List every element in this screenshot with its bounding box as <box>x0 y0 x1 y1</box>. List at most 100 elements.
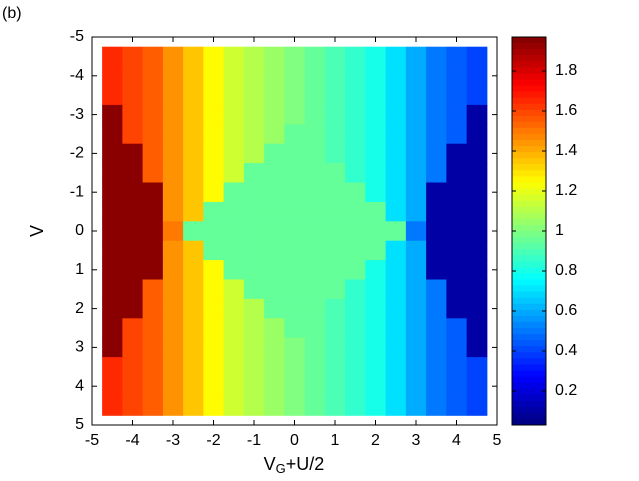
heat-cell <box>223 85 245 106</box>
colorbar-step <box>512 67 546 74</box>
heat-cell <box>142 182 164 203</box>
heat-cell <box>162 260 184 280</box>
colorbar-step <box>512 134 546 141</box>
heat-cell <box>223 201 245 222</box>
heat-cell <box>203 376 225 397</box>
colorbar-step <box>512 121 546 129</box>
heat-cell <box>264 124 285 145</box>
heat-cell <box>426 318 447 339</box>
heat-cell <box>365 376 387 397</box>
y-tick-label: 1 <box>75 261 84 278</box>
heat-cell <box>264 395 285 416</box>
heat-cell <box>385 279 407 300</box>
heat-cell <box>324 395 346 416</box>
colorbar-step <box>512 97 546 105</box>
y-tick-label: -5 <box>70 28 84 45</box>
colorbar-step <box>512 43 546 50</box>
colorbar-step <box>512 152 546 159</box>
heat-cell <box>203 240 225 261</box>
y-tick-label: -3 <box>70 106 84 123</box>
heat-cell <box>223 46 245 67</box>
heat-cell <box>102 46 123 67</box>
heat-cell <box>203 46 225 67</box>
colorbar-step <box>512 37 546 44</box>
heat-cell <box>162 240 184 261</box>
heat-cell <box>405 318 427 339</box>
heat-cell <box>324 85 346 106</box>
colorbar-step <box>512 255 546 262</box>
heat-cell <box>426 221 447 242</box>
x-label-part: V <box>264 454 276 474</box>
heat-cell <box>264 260 285 280</box>
colorbar-step <box>512 328 546 335</box>
heat-cell <box>446 221 468 242</box>
heat-cell <box>122 182 144 203</box>
heat-cell <box>183 182 204 203</box>
heat-cell <box>426 395 447 416</box>
heat-cell <box>426 104 447 125</box>
heat-cell <box>365 124 387 145</box>
heat-cell <box>345 240 366 261</box>
heat-cell <box>102 85 123 106</box>
colorbar-step <box>512 400 546 408</box>
heat-cell <box>385 395 407 416</box>
heat-cell <box>365 298 387 319</box>
heat-cell <box>405 143 427 164</box>
heat-cell <box>304 46 326 67</box>
heat-cell <box>385 66 407 86</box>
heat-cell <box>405 376 427 397</box>
heat-cell <box>345 85 366 106</box>
heat-cell <box>426 182 447 203</box>
heat-cell <box>365 201 387 222</box>
heat-cell <box>345 163 366 183</box>
heat-cell <box>264 182 285 203</box>
heat-cell <box>183 376 204 397</box>
heat-cell <box>203 201 225 222</box>
heat-cell <box>385 85 407 106</box>
heat-cell <box>203 124 225 145</box>
heat-cell <box>243 260 265 280</box>
heat-cell <box>223 298 245 319</box>
heat-cell <box>122 240 144 261</box>
colorbar-step <box>512 321 546 329</box>
heat-cell <box>243 279 265 300</box>
y-tick-label: 3 <box>75 339 84 356</box>
y-tick-label: 5 <box>75 416 84 433</box>
heat-cell <box>162 376 184 397</box>
heat-cell <box>304 66 326 86</box>
colorbar-step <box>512 170 546 177</box>
heat-cell <box>446 163 468 183</box>
heat-cell <box>284 85 306 106</box>
heat-cell <box>183 46 204 67</box>
colorbar-step <box>512 309 546 317</box>
x-tick-label: 5 <box>493 432 502 449</box>
heat-cell <box>142 357 164 377</box>
colorbar-step <box>512 370 546 377</box>
colorbar-step <box>512 267 546 274</box>
heat-cell <box>345 298 366 319</box>
heat-cell <box>264 143 285 164</box>
heat-cell <box>142 201 164 222</box>
heat-cell <box>183 337 204 358</box>
heat-cell <box>446 337 468 358</box>
heat-cell <box>324 221 346 242</box>
heat-cell <box>162 357 184 377</box>
heat-cell <box>426 124 447 145</box>
heat-cell <box>426 143 447 164</box>
colorbar-step <box>512 61 546 68</box>
heat-cell <box>446 66 468 86</box>
heat-cell <box>203 85 225 106</box>
heat-cell <box>203 279 225 300</box>
heat-cell <box>324 260 346 280</box>
heat-cell <box>243 376 265 397</box>
y-tick-label: -4 <box>70 67 84 84</box>
heat-cell <box>243 143 265 164</box>
heat-cell <box>466 279 488 300</box>
heat-cell <box>385 124 407 145</box>
heat-cell <box>183 85 204 106</box>
heat-cell <box>284 318 306 339</box>
heat-cell <box>264 357 285 377</box>
heat-cell <box>324 182 346 203</box>
heat-cell <box>102 376 123 397</box>
